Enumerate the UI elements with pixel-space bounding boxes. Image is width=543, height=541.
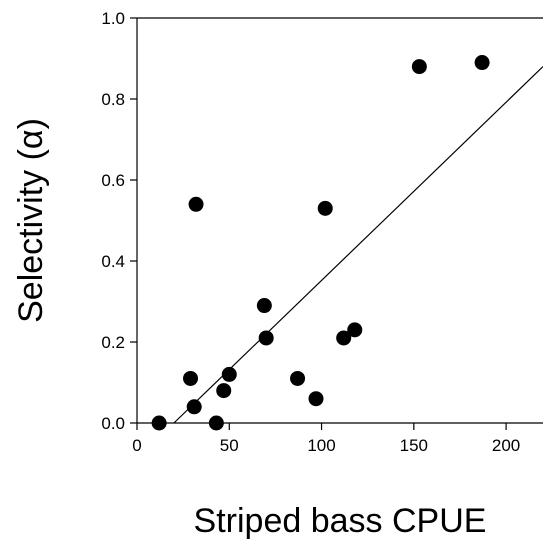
axes <box>136 17 543 424</box>
data-point <box>336 330 352 346</box>
data-point <box>317 200 333 216</box>
data-points <box>151 55 490 431</box>
y-axis-label: Selectivity (α) <box>12 118 50 323</box>
data-point <box>474 55 490 71</box>
y-tick-label: 0.8 <box>101 90 125 109</box>
x-tick-label: 50 <box>220 436 239 455</box>
x-tick-label: 150 <box>400 436 428 455</box>
data-point <box>258 330 274 346</box>
data-point <box>208 415 224 431</box>
data-point <box>221 366 237 382</box>
y-tick-label: 0.6 <box>101 171 125 190</box>
x-tick-label: 100 <box>307 436 335 455</box>
data-point <box>186 399 202 415</box>
data-point <box>216 383 232 399</box>
data-point <box>183 370 199 386</box>
x-axis-label: Striped bass CPUE <box>194 502 487 540</box>
y-tick-label: 1.0 <box>101 9 125 28</box>
data-point <box>256 298 272 314</box>
fit-line-group <box>173 66 543 424</box>
x-tick-label: 200 <box>492 436 520 455</box>
regression-line <box>173 66 543 424</box>
data-point <box>290 370 306 386</box>
y-tick-label: 0.2 <box>101 333 125 352</box>
data-point <box>188 196 204 212</box>
x-tick-label: 0 <box>132 436 141 455</box>
data-point <box>151 415 167 431</box>
data-point <box>411 59 427 75</box>
data-point <box>347 322 363 338</box>
data-point <box>308 391 324 407</box>
y-tick-label: 0.4 <box>101 252 125 271</box>
y-tick-label: 0.0 <box>101 414 125 433</box>
ticks: 0 50 100 150 200 0.0 0.2 0.4 0.6 0.8 1.0 <box>101 9 520 455</box>
